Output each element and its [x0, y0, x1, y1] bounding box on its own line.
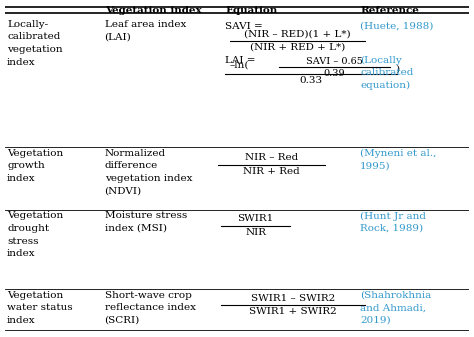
Text: 0.33: 0.33 [300, 75, 323, 85]
Text: vegetation index: vegetation index [105, 174, 192, 183]
Text: (Myneni et al.,: (Myneni et al., [360, 149, 437, 158]
Text: NIR + Red: NIR + Red [244, 167, 300, 176]
Text: index (MSI): index (MSI) [105, 224, 167, 233]
Text: water status: water status [7, 303, 73, 312]
Text: (NIR – RED)(1 + L*): (NIR – RED)(1 + L*) [244, 29, 351, 38]
Text: 0.39: 0.39 [324, 68, 346, 78]
Text: and Ahmadi,: and Ahmadi, [360, 303, 426, 312]
Text: vegetation: vegetation [7, 45, 63, 54]
Text: Vegetation: Vegetation [7, 149, 64, 158]
Text: Short-wave crop: Short-wave crop [105, 291, 191, 300]
Text: NIR: NIR [245, 228, 266, 237]
Text: Rock, 1989): Rock, 1989) [360, 224, 423, 233]
Text: SWIR1: SWIR1 [237, 214, 273, 223]
Text: SWIR1 – SWIR2: SWIR1 – SWIR2 [251, 294, 335, 303]
Text: Vegetation index: Vegetation index [105, 6, 201, 15]
Text: ): ) [395, 64, 399, 73]
Text: SWIR1 + SWIR2: SWIR1 + SWIR2 [249, 307, 337, 316]
Text: calibrated: calibrated [7, 32, 61, 41]
Text: Normalized: Normalized [105, 149, 166, 158]
Text: –ln(: –ln( [230, 61, 249, 70]
Text: NIR – Red: NIR – Red [245, 153, 299, 162]
Text: 2019): 2019) [360, 316, 391, 325]
Text: Vegetation: Vegetation [7, 291, 64, 300]
Text: difference: difference [105, 161, 158, 170]
Text: Leaf area index: Leaf area index [105, 20, 186, 29]
Text: index: index [7, 58, 36, 66]
Text: calibrated: calibrated [360, 68, 413, 78]
Text: index: index [7, 174, 36, 183]
Text: LAI =: LAI = [226, 56, 256, 65]
Text: (LAI): (LAI) [105, 32, 131, 41]
Text: Reference: Reference [360, 6, 419, 15]
Text: (SCRI): (SCRI) [105, 316, 140, 325]
Text: index: index [7, 316, 36, 325]
Text: growth: growth [7, 161, 45, 170]
Text: (Huete, 1988): (Huete, 1988) [360, 22, 433, 31]
Text: (NDVI): (NDVI) [105, 186, 142, 195]
Text: (NIR + RED + L*): (NIR + RED + L*) [250, 43, 345, 52]
Text: Moisture stress: Moisture stress [105, 211, 187, 220]
Text: stress: stress [7, 237, 38, 246]
Text: (Hunt Jr and: (Hunt Jr and [360, 211, 426, 220]
Text: 1995): 1995) [360, 161, 391, 170]
Text: (Shahrokhnia: (Shahrokhnia [360, 291, 431, 300]
Text: Equation: Equation [226, 6, 278, 15]
Text: SAVI – 0.65: SAVI – 0.65 [306, 57, 363, 66]
Text: Locally-: Locally- [7, 20, 48, 29]
Text: reflectance index: reflectance index [105, 303, 196, 312]
Text: equation): equation) [360, 81, 410, 90]
Text: SAVI =: SAVI = [226, 22, 263, 31]
Text: drought: drought [7, 224, 49, 233]
Text: (Locally: (Locally [360, 56, 402, 65]
Text: index: index [7, 249, 36, 258]
Text: Vegetation: Vegetation [7, 211, 64, 220]
